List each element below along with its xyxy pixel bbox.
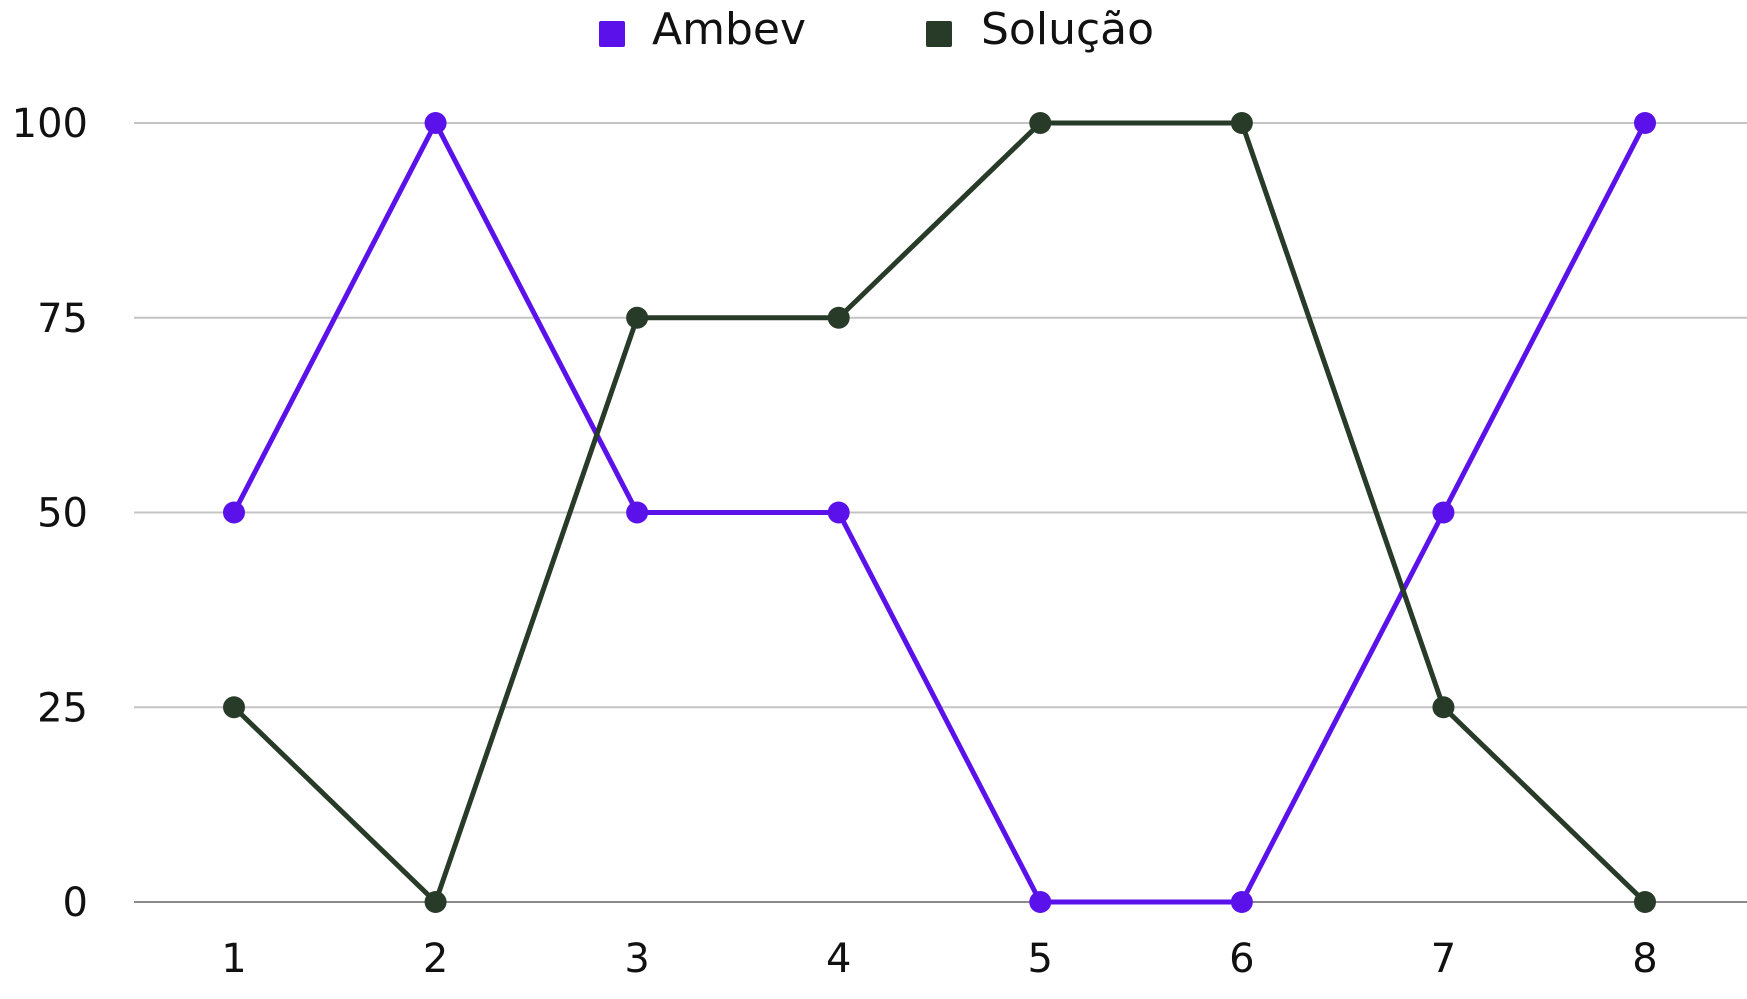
- x-tick-label: 5: [1028, 936, 1053, 982]
- legend-swatch-ambev: [599, 21, 625, 47]
- series-line-solucao: [231, 120, 1648, 905]
- data-point-ambev: [1634, 112, 1656, 134]
- data-point-solucao: [1230, 112, 1253, 134]
- gridlines: [134, 122, 1747, 903]
- series-line-ambev: [231, 120, 1648, 905]
- data-point-ambev: [1230, 891, 1253, 913]
- data-point-ambev: [1029, 891, 1052, 913]
- x-axis-ticks: 1 2 3 4 5 6 7 8: [221, 936, 1657, 982]
- x-tick-label: 8: [1632, 936, 1657, 982]
- data-point-solucao: [1432, 696, 1455, 719]
- x-tick-label: 1: [221, 936, 246, 982]
- series-group: [223, 112, 1656, 913]
- legend-swatch-solucao: [926, 21, 952, 47]
- data-point-solucao: [1634, 891, 1656, 913]
- data-point-solucao: [626, 306, 649, 329]
- y-axis-ticks: 0 25 50 75 100: [12, 101, 88, 926]
- legend-label-solucao: Solução: [981, 4, 1154, 55]
- data-point-ambev: [827, 501, 850, 524]
- x-tick-label: 3: [624, 936, 649, 982]
- data-point-ambev: [424, 112, 447, 134]
- y-tick-label: 0: [63, 880, 88, 926]
- data-point-ambev: [1432, 501, 1455, 524]
- data-point-solucao: [1029, 112, 1052, 134]
- legend: Ambev Solução: [599, 4, 1154, 55]
- data-point-solucao: [827, 306, 850, 329]
- data-point-solucao: [424, 891, 447, 913]
- y-tick-label: 75: [37, 296, 88, 342]
- data-point-ambev: [626, 501, 649, 524]
- x-tick-label: 6: [1229, 936, 1254, 982]
- y-tick-label: 50: [37, 491, 88, 537]
- data-point-ambev: [223, 501, 245, 524]
- data-point-solucao: [223, 696, 245, 719]
- x-tick-label: 2: [423, 936, 448, 982]
- y-tick-label: 25: [37, 685, 88, 731]
- x-tick-label: 4: [826, 936, 851, 982]
- y-tick-label: 100: [12, 101, 88, 147]
- legend-label-ambev: Ambev: [652, 4, 806, 55]
- x-tick-label: 7: [1431, 936, 1456, 982]
